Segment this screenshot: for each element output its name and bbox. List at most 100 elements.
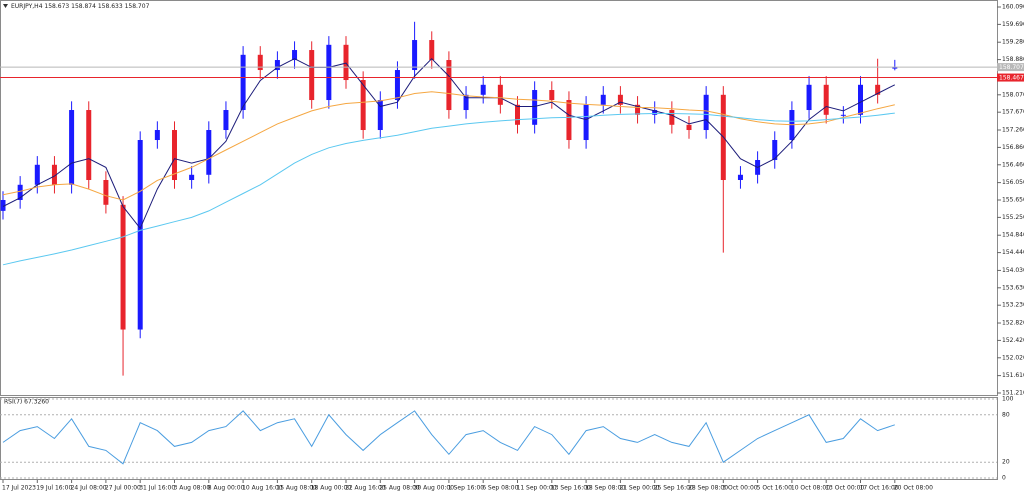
candle-body [806,84,812,111]
candle-body [840,114,846,116]
x-tick-label: 6 Sep 08:00 [482,485,518,492]
y-tick-label: 151.210 [1002,390,1024,397]
candle-body [772,140,778,161]
x-tick-label: 28 Sep 08:00 [688,485,728,492]
candle-body [34,164,40,185]
y-tick-label: 159.690 [1002,21,1024,28]
candle-body [566,100,572,141]
candle-body [429,40,435,61]
y-tick-label: 156.860 [1002,144,1024,151]
price-label-box [997,73,1024,82]
candle-body [703,94,709,131]
x-tick-label: 10 Aug 16:00 [242,485,283,492]
x-tick-label: 19 Jul 16:00 [36,485,72,492]
y-tick-label: 0 [1002,475,1006,482]
candle-body [137,140,143,330]
y-tick-label: 158.070 [1002,91,1024,98]
candle-body [463,94,469,111]
y-tick-label: 154.840 [1002,232,1024,239]
candle-body [686,124,692,131]
candle-body [326,44,332,101]
candle-body [823,84,829,115]
price-label-box [997,63,1024,72]
candle-body [394,70,400,101]
y-tick-label: 20 [1002,459,1010,466]
y-tick-label: 156.050 [1002,179,1024,186]
y-tick-label: 160.090 [1002,3,1024,10]
candle-body [189,174,195,181]
x-tick-label: 10 Oct 08:00 [791,485,830,492]
candle-body [446,60,452,111]
x-tick-label: 27 Jul 00:00 [105,485,141,492]
candle-body [309,50,315,101]
candle-body [669,110,675,125]
y-tick-label: 159.280 [1002,39,1024,46]
candle-body [737,174,743,181]
y-tick-label: 153.630 [1002,284,1024,291]
candle-body [51,164,57,185]
candle-body [257,54,263,71]
candle-body [875,84,881,95]
y-tick-label: 158.880 [1002,56,1024,63]
candle-body [600,94,606,105]
candle-body [69,110,75,185]
candle-body [274,60,280,71]
candle-body [86,110,92,181]
y-tick-label: 157.260 [1002,127,1024,134]
x-tick-label: 3 Oct 00:00 [722,485,757,492]
y-tick-label: 152.420 [1002,337,1024,344]
rsi-line [2,410,895,465]
x-tick-label: 30 Aug 00:00 [414,485,455,492]
x-tick-label: 8 Aug 00:00 [208,485,245,492]
x-tick-label: 18 Aug 00:00 [311,485,352,492]
candle-body [583,104,589,141]
y-tick-label: 155.250 [1002,214,1024,221]
x-tick-label: 21 Sep 00:00 [619,485,659,492]
x-tick-label: 11 Sep 00:00 [517,485,557,492]
y-tick-label: 157.670 [1002,109,1024,116]
x-tick-label: 1 Sep 16:00 [448,485,484,492]
candle-body [223,110,229,131]
candle-body [206,130,212,175]
x-tick-label: 17 Oct 16:00 [860,485,899,492]
y-tick-label: 152.820 [1002,320,1024,327]
candle-body [412,40,418,71]
rsi-title: RSI(7) 67.3260 [4,399,49,406]
candle-body [635,104,641,115]
candle-body [343,44,349,81]
y-tick-label: 100 [1002,396,1014,403]
x-tick-label: 18 Sep 08:00 [585,485,625,492]
candle-body [240,54,246,111]
price-label: 158.467 [999,75,1024,82]
y-tick-label: 154.440 [1002,249,1024,256]
x-tick-label: 3 Aug 08:00 [174,485,211,492]
y-tick-label: 154.030 [1002,267,1024,274]
price-panel [0,0,998,396]
x-tick-label: 25 Sep 16:00 [654,485,694,492]
chart-title: EURJPY,H4 158.673 158.874 158.633 158.70… [11,3,150,10]
y-tick-label: 156.460 [1002,161,1024,168]
rsi-panel [0,397,998,480]
y-tick-label: 153.230 [1002,302,1024,309]
moving-average [2,112,895,266]
candle-body [360,80,366,131]
x-tick-label: 13 Oct 00:00 [825,485,864,492]
x-tick-label: 22 Aug 16:00 [345,485,386,492]
candle-body [515,104,520,125]
candle-body [154,130,160,141]
candle-body [172,130,177,181]
x-tick-label: 13 Sep 16:00 [551,485,591,492]
x-tick-label: 17 Jul 2023 [2,485,36,492]
y-tick-label: 151.610 [1002,372,1024,379]
candle-body [532,90,538,125]
candle-body [652,110,658,115]
candle-body [0,199,6,211]
candle-body [892,67,898,69]
candle-body [480,84,486,95]
x-tick-label: 20 Oct 08:00 [894,485,933,492]
x-tick-label: 31 Jul 16:00 [139,485,175,492]
candle-body [103,180,109,205]
candle-body [17,184,23,200]
